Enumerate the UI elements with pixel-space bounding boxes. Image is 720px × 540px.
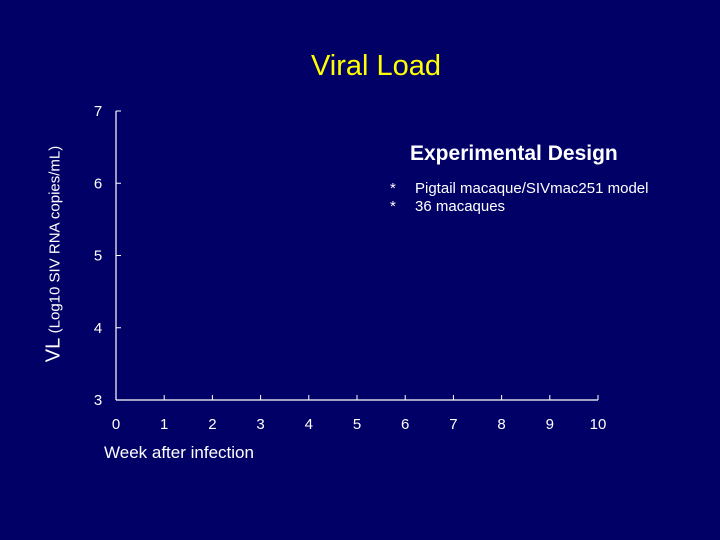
y-axis-label-units: (Log10 SIV RNA copies/mL) (46, 145, 64, 334)
y-axis-label-main: VL (42, 337, 65, 363)
x-tick-label: 7 (449, 416, 457, 433)
x-tick-label: 10 (590, 416, 607, 433)
x-tick-label: 8 (497, 416, 505, 433)
x-tick-label: 2 (208, 416, 216, 433)
design-title: Experimental Design (410, 142, 618, 165)
x-tick-label: 1 (160, 416, 168, 433)
y-axis-label: VL (Log10 SIV RNA copies/mL) (43, 146, 66, 363)
x-tick-label: 6 (401, 416, 409, 433)
design-item-bullet: * (390, 198, 396, 215)
y-tick-label: 4 (94, 320, 102, 337)
x-tick-label: 4 (305, 416, 313, 433)
x-tick-label: 9 (546, 416, 554, 433)
y-tick-label: 5 (94, 248, 102, 265)
x-tick-label: 5 (353, 416, 361, 433)
y-ticks: 3 4 5 6 7 (94, 103, 121, 409)
x-tick-label: 3 (256, 416, 264, 433)
slide-title: Viral Load (310, 50, 442, 82)
design-item: * Pigtail macaque/SIVmac251 model (390, 180, 648, 197)
x-axis-label: Week after infection (104, 443, 254, 462)
design-item: * 36 macaques (390, 198, 505, 215)
x-ticks: 0 1 2 3 4 5 6 7 8 9 10 (112, 395, 607, 433)
y-tick-label: 3 (94, 392, 102, 409)
design-item-text: 36 macaques (415, 198, 506, 215)
y-tick-label: 7 (94, 103, 102, 120)
y-tick-label: 6 (94, 175, 102, 192)
design-item-bullet: * (390, 180, 396, 197)
design-item-text: Pigtail macaque/SIVmac251 model (415, 180, 649, 197)
x-tick-label: 0 (112, 416, 120, 433)
